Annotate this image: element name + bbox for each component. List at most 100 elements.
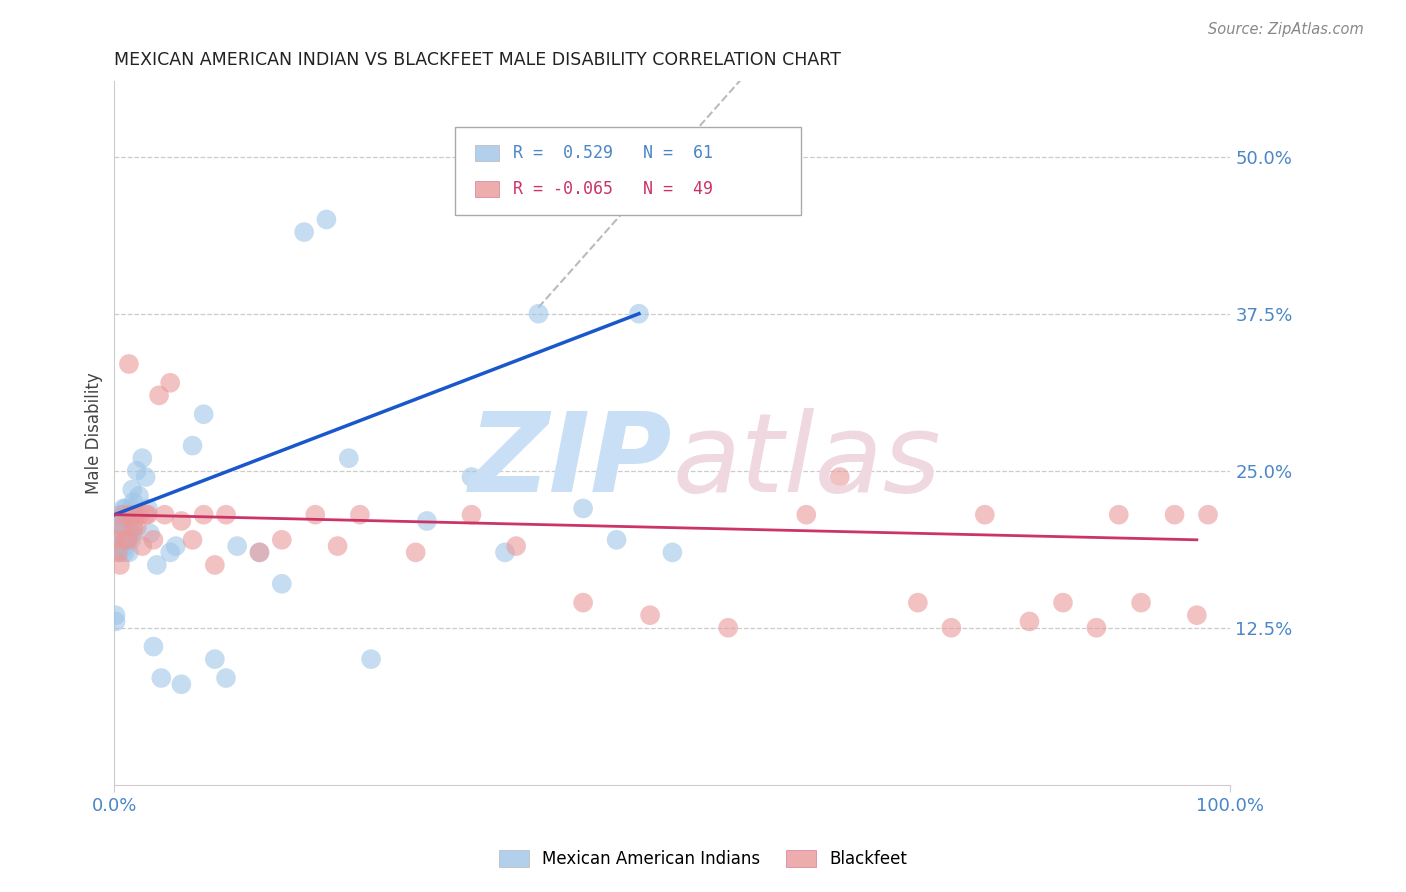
Point bbox=[142, 640, 165, 654]
Point bbox=[111, 508, 134, 522]
Point bbox=[142, 533, 165, 547]
Point bbox=[204, 558, 226, 572]
Point bbox=[104, 608, 127, 623]
Point bbox=[148, 388, 170, 402]
Point bbox=[114, 501, 136, 516]
Point bbox=[136, 508, 159, 522]
Point bbox=[153, 508, 176, 522]
Point bbox=[135, 470, 157, 484]
Point bbox=[115, 533, 138, 547]
FancyBboxPatch shape bbox=[454, 127, 800, 215]
Point bbox=[146, 558, 169, 572]
Point bbox=[165, 539, 187, 553]
Point bbox=[114, 545, 136, 559]
Point bbox=[941, 621, 963, 635]
Legend: Mexican American Indians, Blackfeet: Mexican American Indians, Blackfeet bbox=[492, 843, 914, 875]
Point bbox=[527, 307, 550, 321]
Point bbox=[135, 508, 157, 522]
Point bbox=[270, 533, 292, 547]
Point bbox=[638, 608, 661, 623]
Point bbox=[107, 539, 129, 553]
Point bbox=[114, 539, 136, 553]
Point bbox=[1185, 608, 1208, 623]
Point bbox=[108, 514, 131, 528]
Point bbox=[131, 539, 153, 553]
Point bbox=[572, 501, 595, 516]
Point bbox=[416, 514, 439, 528]
Text: atlas: atlas bbox=[672, 408, 941, 515]
Point bbox=[108, 508, 131, 522]
Point bbox=[111, 514, 134, 528]
Point bbox=[193, 407, 215, 421]
Point bbox=[349, 508, 371, 522]
Point bbox=[572, 596, 595, 610]
Y-axis label: Male Disability: Male Disability bbox=[86, 372, 103, 494]
Point bbox=[121, 526, 143, 541]
Point bbox=[117, 508, 139, 522]
Point bbox=[120, 501, 142, 516]
Point bbox=[1130, 596, 1153, 610]
Point bbox=[107, 545, 129, 559]
Point bbox=[181, 533, 204, 547]
Point bbox=[104, 615, 127, 629]
Point bbox=[828, 470, 851, 484]
Point bbox=[120, 508, 142, 522]
Point bbox=[1018, 615, 1040, 629]
Point bbox=[460, 508, 482, 522]
Point bbox=[108, 558, 131, 572]
Point bbox=[122, 520, 145, 534]
Point bbox=[108, 545, 131, 559]
Point bbox=[118, 545, 141, 559]
Point bbox=[121, 483, 143, 497]
Point bbox=[131, 451, 153, 466]
Point bbox=[112, 526, 135, 541]
Point bbox=[215, 508, 238, 522]
Point bbox=[1108, 508, 1130, 522]
Point bbox=[292, 225, 315, 239]
Point bbox=[215, 671, 238, 685]
Point bbox=[117, 533, 139, 547]
Text: Source: ZipAtlas.com: Source: ZipAtlas.com bbox=[1208, 22, 1364, 37]
Point bbox=[118, 526, 141, 541]
Point bbox=[460, 470, 482, 484]
Point bbox=[159, 545, 181, 559]
Point bbox=[1197, 508, 1219, 522]
Point bbox=[117, 533, 139, 547]
Point bbox=[125, 520, 148, 534]
Text: R = -0.065   N =  49: R = -0.065 N = 49 bbox=[513, 180, 713, 198]
Point bbox=[124, 508, 146, 522]
Point bbox=[170, 514, 193, 528]
Point bbox=[114, 533, 136, 547]
Point bbox=[150, 671, 173, 685]
Point bbox=[115, 514, 138, 528]
Point bbox=[159, 376, 181, 390]
Point bbox=[249, 545, 271, 559]
Point bbox=[128, 508, 150, 522]
FancyBboxPatch shape bbox=[475, 145, 499, 161]
Point bbox=[139, 526, 162, 541]
Text: MEXICAN AMERICAN INDIAN VS BLACKFEET MALE DISABILITY CORRELATION CHART: MEXICAN AMERICAN INDIAN VS BLACKFEET MAL… bbox=[114, 51, 841, 69]
Point bbox=[627, 307, 650, 321]
Point bbox=[360, 652, 382, 666]
Point bbox=[181, 439, 204, 453]
Point bbox=[337, 451, 360, 466]
Point bbox=[136, 501, 159, 516]
Point bbox=[112, 501, 135, 516]
Point bbox=[204, 652, 226, 666]
Text: ZIP: ZIP bbox=[468, 408, 672, 515]
Point bbox=[118, 514, 141, 528]
Point bbox=[249, 545, 271, 559]
Point bbox=[1052, 596, 1074, 610]
Point bbox=[794, 508, 817, 522]
Point bbox=[128, 489, 150, 503]
Point bbox=[103, 533, 125, 547]
Point bbox=[606, 533, 628, 547]
Point bbox=[405, 545, 427, 559]
Point bbox=[118, 357, 141, 371]
FancyBboxPatch shape bbox=[475, 181, 499, 196]
Point bbox=[122, 495, 145, 509]
Point bbox=[105, 526, 128, 541]
Point bbox=[973, 508, 995, 522]
Point bbox=[717, 621, 740, 635]
Point bbox=[226, 539, 249, 553]
